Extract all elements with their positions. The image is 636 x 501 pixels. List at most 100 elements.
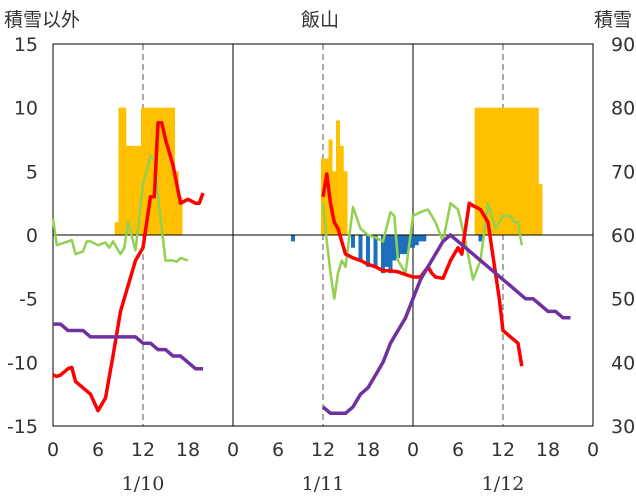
date-label: 1/10 (122, 473, 165, 495)
snowfall-bar (508, 107, 513, 235)
x-axis-tick-label: 0 (587, 439, 599, 461)
negative-bar (384, 235, 389, 267)
snowfall-bar (500, 107, 506, 235)
right-axis-tick-label: 50 (611, 289, 635, 311)
x-axis-tick-label: 18 (536, 439, 560, 461)
snowfall-bar (493, 107, 498, 235)
snowfall-bar (125, 145, 131, 235)
snowfall-bar (482, 107, 487, 235)
left-axis-tick-label: -5 (19, 289, 38, 311)
left-axis-tick-label: -10 (7, 352, 38, 374)
x-axis-tick-label: 12 (311, 439, 335, 461)
negative-bar (392, 235, 397, 261)
negative-bar (380, 235, 386, 274)
snowfall-bar (163, 107, 168, 235)
x-axis-tick-label: 6 (92, 439, 104, 461)
series-line-purple (53, 322, 203, 371)
left-axis-tick-label: 10 (14, 98, 38, 120)
snowfall-bar (118, 107, 123, 235)
right-axis-tick-label: 70 (611, 161, 635, 183)
snowfall-bar (534, 107, 539, 235)
series-line-green (51, 154, 189, 263)
snowfall-bar (519, 107, 524, 235)
snowfall-bar (485, 107, 491, 235)
snowfall-bar (339, 145, 344, 235)
negative-bar (350, 235, 356, 248)
snowfall-bar (515, 107, 521, 235)
snowfall-bar (523, 107, 528, 235)
negative-bar (478, 235, 483, 242)
right-axis-ticks: 90 80 70 60 50 40 30 (611, 34, 635, 438)
snowfall-bar (122, 107, 127, 235)
snowfall-bar (159, 107, 164, 235)
snowfall-bar (332, 171, 337, 235)
snowfall-bar (489, 107, 494, 235)
series-lines (51, 121, 571, 416)
snowfall-bars (114, 107, 543, 235)
date-label: 1/12 (482, 473, 525, 495)
snowfall-bar (497, 107, 502, 235)
series-line-green (321, 201, 524, 300)
snowfall-bar (129, 145, 134, 235)
x-axis-tick-label: 0 (407, 439, 419, 461)
snowfall-bar (335, 120, 341, 235)
left-axis-tick-label: -15 (7, 416, 38, 438)
x-axis-tick-label: 0 (47, 439, 59, 461)
negative-bar (410, 235, 416, 248)
left-axis-tick-label: 5 (26, 161, 38, 183)
negative-bar (290, 235, 296, 242)
negative-bar (373, 235, 378, 267)
right-axis-tick-label: 90 (611, 34, 635, 56)
right-axis-tick-label: 30 (611, 416, 635, 438)
right-axis-tick-label: 60 (611, 225, 635, 247)
x-axis-tick-label: 12 (131, 439, 155, 461)
series-line-red (321, 172, 524, 367)
snowfall-bar (324, 158, 329, 235)
snowfall-bar (114, 222, 119, 235)
date-label: 1/11 (302, 473, 345, 495)
snowfall-bar (133, 145, 138, 235)
snowfall-bar (148, 107, 153, 235)
snowfall-bar (512, 107, 517, 235)
negative-bar (414, 235, 419, 246)
right-axis-tick-label: 80 (611, 98, 635, 120)
snowfall-bar (174, 171, 179, 235)
left-axis-ticks: 15 10 5 0 -5 -10 -15 (7, 34, 38, 438)
snowfall-bar (527, 107, 532, 235)
snowfall-bar (140, 107, 146, 235)
snowfall-bar (504, 107, 509, 235)
snowfall-bar (155, 107, 161, 235)
left-axis-title: 積雪以外 (4, 9, 80, 31)
snowfall-bar (167, 107, 172, 235)
snowfall-bar (530, 107, 536, 235)
snowfall-bar (178, 196, 183, 235)
snowfall-bar (328, 139, 333, 235)
right-axis-title: 積雪 (594, 9, 632, 31)
x-axis-tick-label: 6 (452, 439, 464, 461)
snowfall-bar (343, 171, 348, 235)
left-axis-tick-label: 15 (14, 34, 38, 56)
series-line-purple (321, 233, 571, 416)
x-axis-tick-label: 18 (356, 439, 380, 461)
negative-bar (365, 235, 371, 267)
x-axis-tick-label: 6 (272, 439, 284, 461)
negative-bar (388, 235, 393, 274)
negative-bar (399, 235, 404, 255)
negative-bar (418, 235, 423, 242)
date-labels: 1/10 1/11 1/12 (122, 473, 525, 495)
chart-title: 飯山 (301, 9, 339, 31)
negative-bar (358, 235, 363, 261)
right-axis-tick-label: 40 (611, 352, 635, 374)
left-axis-tick-label: 0 (26, 225, 38, 247)
x-axis-tick-label: 18 (176, 439, 200, 461)
snowfall-bar (474, 107, 479, 235)
x-axis-ticks: 0 6 12 18 0 6 12 18 0 6 12 18 0 (47, 439, 599, 461)
x-axis-tick-label: 0 (227, 439, 239, 461)
x-axis-tick-label: 12 (491, 439, 515, 461)
negative-bar (403, 235, 408, 255)
snowfall-bar (538, 184, 543, 235)
snowfall-bar (478, 107, 483, 235)
negative-bar (422, 235, 427, 242)
